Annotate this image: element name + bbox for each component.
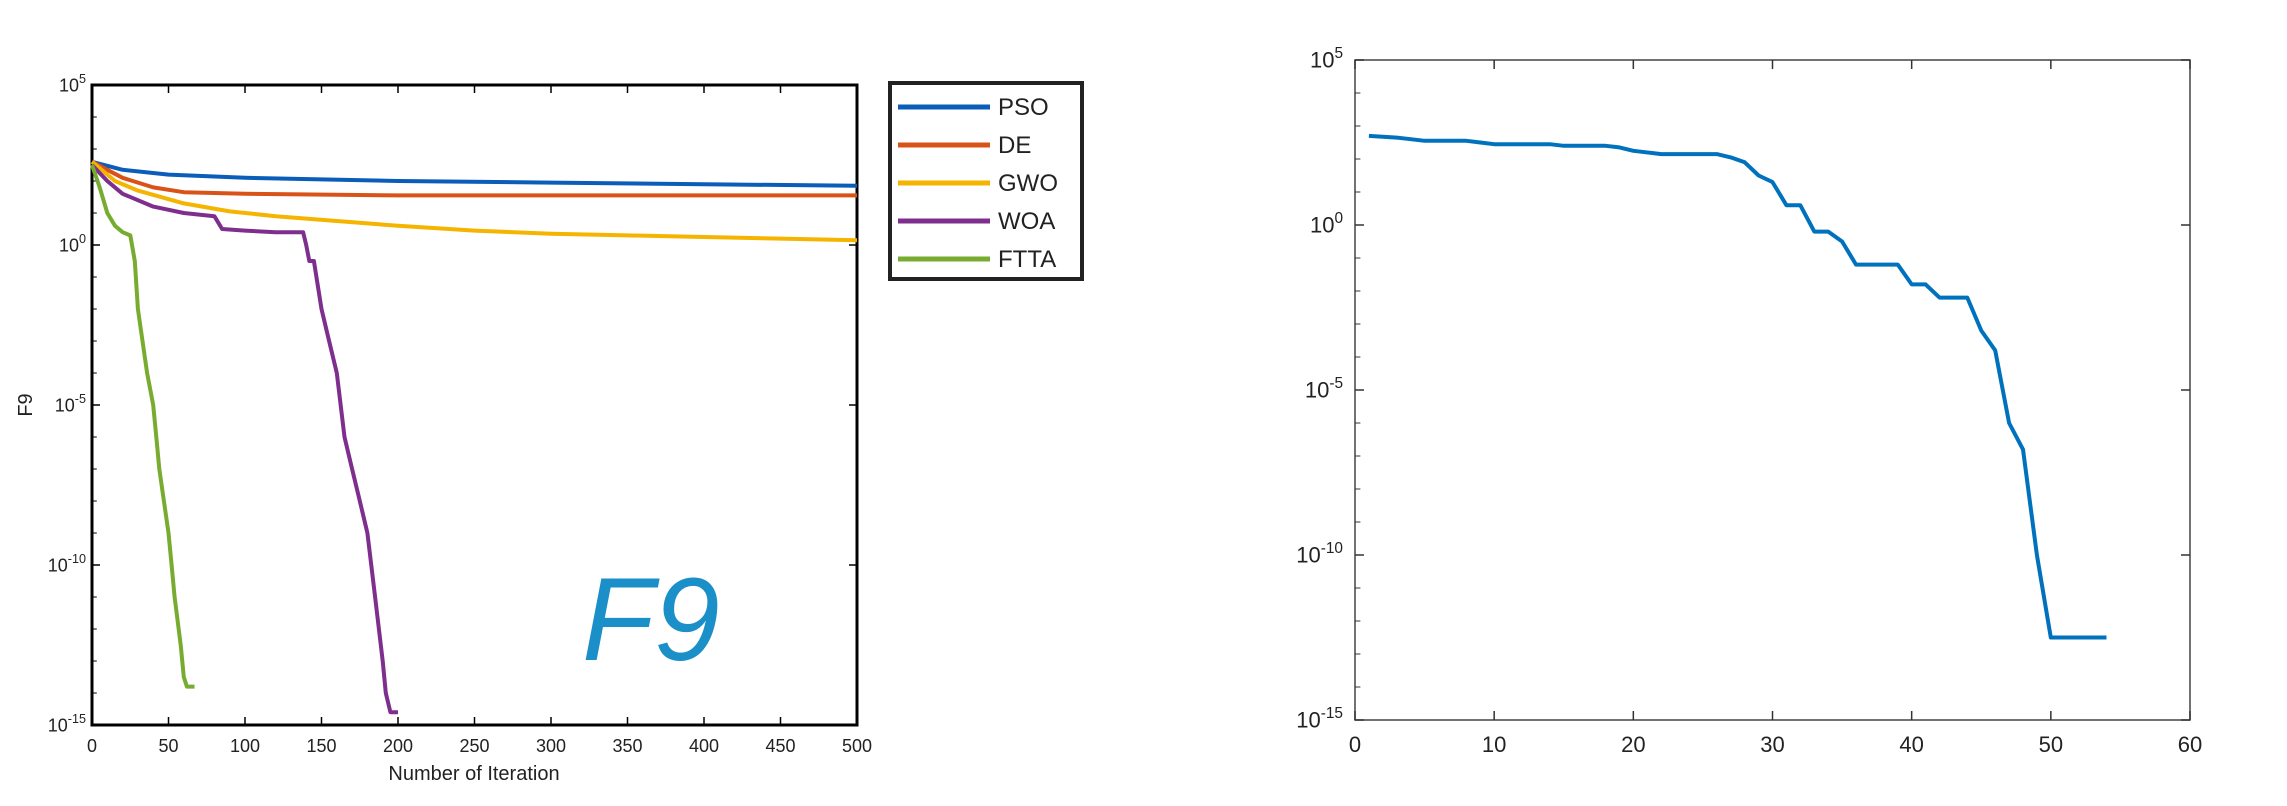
x-tick-label: 450 [765,736,795,756]
legend-label-gwo: GWO [998,170,1058,197]
y-tick-label: 100 [59,232,86,255]
series-line-woa [90,163,398,715]
y-tick-exponent: -5 [1329,375,1343,392]
right-x-tick-labels: 0 10 20 30 40 50 60 [1349,732,2202,757]
y-tick-label: 10-15 [1296,705,1343,733]
x-tick-label: 20 [1621,732,1645,757]
legend-label-pso: PSO [998,94,1049,121]
y-tick-base: 10 [59,235,79,255]
y-tick-exponent: 5 [79,72,86,86]
x-tick-label: 60 [2178,732,2202,757]
y-tick-exponent: -5 [75,392,86,406]
y-tick-label: 10-10 [1296,540,1343,568]
left-x-axis-label: Number of Iteration [388,763,559,785]
y-tick-exponent: -10 [1321,540,1343,557]
left-axis-ticks [91,84,858,726]
x-tick-label: 30 [1760,732,1784,757]
y-tick-label: 10-15 [48,712,86,735]
y-tick-base: 10 [1310,48,1334,73]
x-tick-label: 300 [536,736,566,756]
x-tick-label: 40 [1899,732,1923,757]
y-tick-base: 10 [55,395,75,415]
legend: PSO DE GWO WOA FTTA [888,81,1084,281]
y-tick-base: 10 [48,555,68,575]
y-tick-label: 100 [1310,210,1343,238]
y-tick-exponent: 5 [1334,45,1343,62]
x-tick-label: 500 [842,736,872,756]
y-tick-label: 105 [1310,45,1343,73]
x-tick-label: 200 [383,736,413,756]
x-tick-label: 0 [87,736,97,756]
y-tick-exponent: -10 [68,552,86,566]
y-tick-base: 10 [48,715,68,735]
legend-label-ftta: FTTA [998,246,1056,273]
y-tick-label: 10-5 [55,392,86,415]
left-x-tick-labels: 0 50 100 150 200 250 300 350 400 450 500 [87,736,872,756]
right-plot-area [1354,59,2191,721]
x-tick-label: 50 [2039,732,2063,757]
y-tick-base: 10 [1305,378,1329,403]
x-tick-label: 150 [306,736,336,756]
y-tick-label: 105 [59,72,86,95]
left-series-group [90,159,858,715]
left-y-axis-label: F9 [15,393,37,416]
series-line-ftta [90,164,195,689]
legend-label-woa: WOA [998,208,1055,235]
right-series-group [1368,133,2107,640]
x-tick-label: 100 [230,736,260,756]
x-tick-label: 10 [1482,732,1506,757]
x-tick-label: 250 [459,736,489,756]
x-tick-label: 50 [158,736,178,756]
series-line-gwo [90,160,858,243]
legend-label-de: DE [998,132,1031,159]
y-tick-exponent: 0 [1334,210,1343,227]
series-line-pso [91,159,858,188]
y-tick-base: 10 [59,75,79,95]
y-tick-base: 10 [1296,543,1320,568]
right-axis-ticks [1354,59,2191,721]
x-tick-label: 0 [1349,732,1361,757]
series-line-convergence [1368,133,2107,640]
y-tick-exponent: 0 [79,232,86,246]
x-tick-label: 400 [689,736,719,756]
left-chart: 0 50 100 150 200 250 300 350 400 450 500 10-1510-1… [15,72,1084,785]
series-line-de [91,160,857,198]
x-tick-label: 350 [612,736,642,756]
y-tick-label: 10-5 [1305,375,1343,403]
y-tick-label: 10-10 [48,552,86,575]
f9-annotation: F9 [582,554,720,686]
y-tick-exponent: -15 [1321,705,1343,722]
y-tick-base: 10 [1310,213,1334,238]
y-tick-base: 10 [1296,708,1320,733]
y-tick-exponent: -15 [68,712,86,726]
